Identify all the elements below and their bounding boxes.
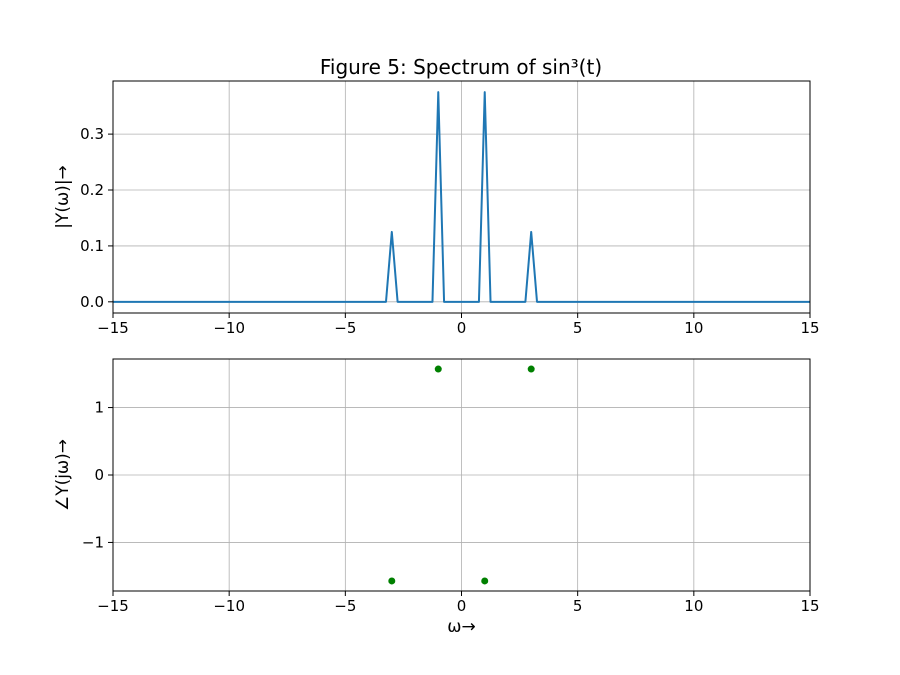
y-tick-label: 0.2	[80, 181, 104, 199]
x-tick-label: 15	[800, 319, 819, 337]
x-tick-label: −10	[213, 319, 245, 337]
x-tick-label: 0	[457, 597, 467, 615]
magnitude-axes: −15 −10 −5 0 5 10 15 0.0 0.1 0.2 0.3 |Y(ω)|→	[53, 80, 820, 337]
x-tick-label: 15	[800, 597, 819, 615]
chart-title: Figure 5: Spectrum of sin³(t)	[320, 55, 602, 79]
phase-axes: −15 −10 −5 0 5 10 15−101∠Y(jω)→ω→	[53, 358, 820, 637]
data-point	[434, 365, 442, 373]
x-tick-label: 0	[457, 319, 467, 337]
x-axis-label: ω→	[447, 617, 475, 637]
y-tick-label: 1	[94, 399, 104, 417]
x-tick-label: −5	[334, 319, 356, 337]
y-axis-label: |Y(ω)|→	[53, 165, 73, 229]
x-tick-label: −15	[97, 597, 129, 615]
y-tick-label: −1	[82, 533, 104, 551]
data-point	[388, 577, 396, 585]
x-tick-label: 10	[684, 319, 703, 337]
y-axis-label: ∠Y(jω)→	[53, 439, 73, 511]
x-tick-label: −10	[213, 597, 245, 615]
x-tick-label: 10	[684, 597, 703, 615]
data-point	[527, 365, 535, 373]
y-tick-label: 0.1	[80, 237, 104, 255]
series-line	[113, 91, 810, 303]
y-tick-label: 0	[94, 466, 104, 484]
y-tick-label: 0.3	[80, 125, 104, 143]
y-tick-label: 0.0	[80, 293, 104, 311]
x-tick-label: 5	[573, 597, 583, 615]
data-point	[481, 577, 489, 585]
x-tick-label: 5	[573, 319, 583, 337]
x-tick-label: −15	[97, 319, 129, 337]
x-tick-label: −5	[334, 597, 356, 615]
